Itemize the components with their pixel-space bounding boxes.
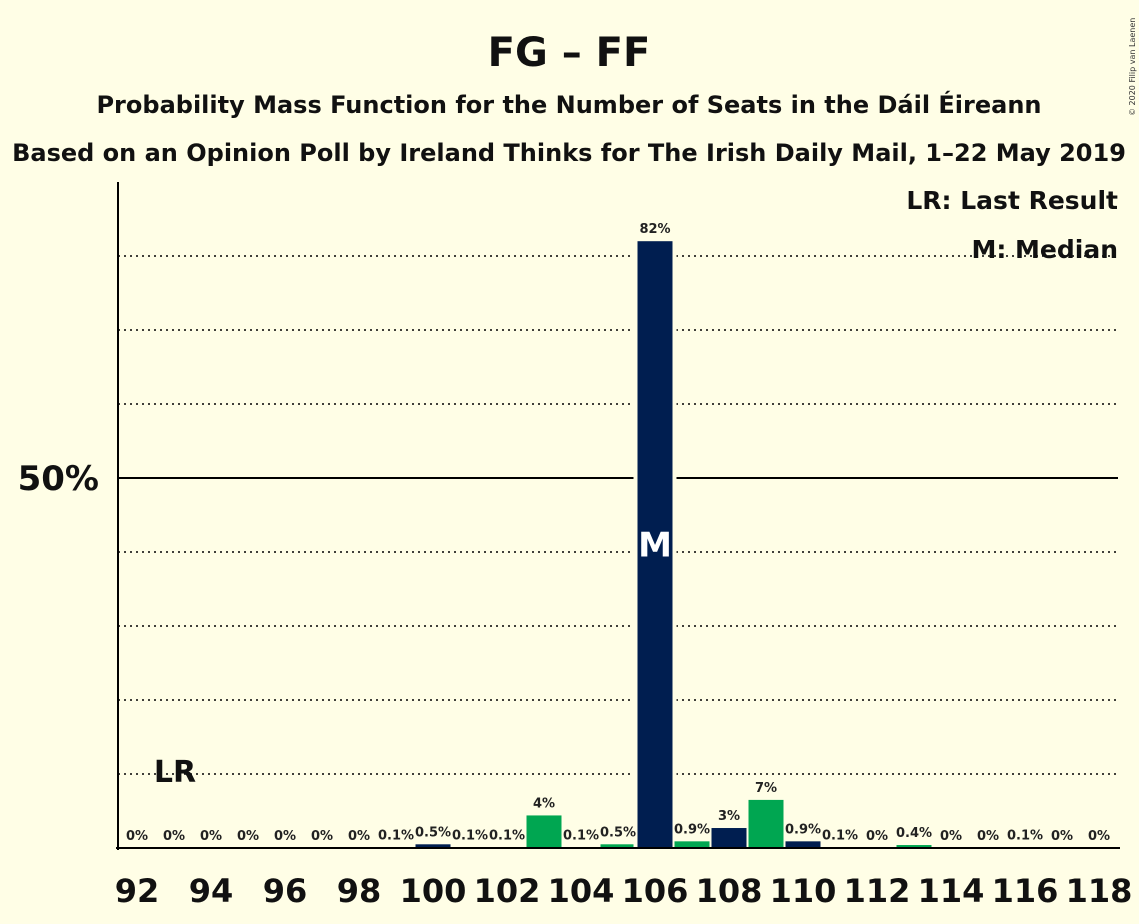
x-tick-92: 92 (115, 872, 160, 910)
value-label-95: 0% (237, 829, 259, 844)
value-label-112: 0% (866, 829, 888, 844)
value-label-116: 0.1% (1007, 828, 1043, 843)
value-label-107: 0.9% (674, 822, 710, 837)
value-label-105: 0.5% (600, 825, 636, 840)
value-labels: 0% 0% 0% 0% 0% 0% 0% 0.1% 0.5% 0.1% 0.1%4%0.1% 0.5%… (126, 222, 1110, 844)
chart-title: FG – FF (488, 30, 651, 76)
bar-seats-108 (711, 828, 747, 848)
value-label-106: 82% (639, 222, 670, 237)
x-tick-100: 100 (400, 872, 467, 910)
value-label-113: 0.4% (896, 826, 932, 841)
bar-seats-103 (526, 815, 562, 848)
value-label-108: 3% (718, 809, 740, 824)
value-label-96: 0% (274, 829, 296, 844)
value-label-110: 0.9% (785, 822, 821, 837)
x-tick-labels: 92 94 96 98 100 102 104 106 108 110 112 114 116 118 (115, 872, 1133, 910)
bar-seats-109 (748, 799, 784, 848)
value-label-111: 0.1% (822, 828, 858, 843)
gridlines (118, 255, 1118, 775)
value-label-98: 0% (348, 829, 370, 844)
x-tick-98: 98 (337, 872, 382, 910)
bar-seats-105 (600, 844, 636, 848)
bar-seats-107 (674, 841, 710, 848)
bar-seats-113 (896, 845, 932, 848)
value-label-115: 0% (977, 829, 999, 844)
x-tick-94: 94 (189, 872, 234, 910)
chart-subtitle: Probability Mass Function for the Number… (96, 90, 1041, 119)
value-label-94: 0% (200, 829, 222, 844)
value-label-109: 7% (755, 781, 777, 796)
value-label-101: 0.1% (452, 828, 488, 843)
x-tick-96: 96 (263, 872, 308, 910)
y-major-tick-label: 50% (18, 459, 99, 499)
bar-seats-106 (637, 241, 673, 848)
value-label-114: 0% (940, 829, 962, 844)
x-tick-114: 114 (918, 872, 985, 910)
x-tick-110: 110 (770, 872, 837, 910)
x-tick-104: 104 (548, 872, 615, 910)
x-tick-112: 112 (844, 872, 911, 910)
value-label-92: 0% (126, 829, 148, 844)
copyright-notice: © 2020 Filip van Laenen (1128, 18, 1137, 116)
value-label-93: 0% (163, 829, 185, 844)
chart-source: Based on an Opinion Poll by Ireland Thin… (12, 139, 1126, 167)
bar-seats-110 (785, 841, 821, 848)
median-marker: M (638, 526, 672, 566)
value-label-104: 0.1% (563, 828, 599, 843)
value-label-117: 0% (1051, 829, 1073, 844)
bar-seats-100 (415, 844, 451, 848)
legend-last-result: LR: Last Result (906, 186, 1118, 215)
x-tick-116: 116 (992, 872, 1059, 910)
value-label-103: 4% (533, 796, 555, 811)
value-label-118: 0% (1088, 829, 1110, 844)
last-result-marker: LR (154, 755, 196, 790)
x-tick-102: 102 (474, 872, 541, 910)
x-tick-106: 106 (622, 872, 689, 910)
x-tick-108: 108 (696, 872, 763, 910)
value-label-102: 0.1% (489, 828, 525, 843)
value-label-97: 0% (311, 829, 333, 844)
value-label-99: 0.1% (378, 828, 414, 843)
legend-median: M: Median (971, 235, 1118, 264)
value-label-100: 0.5% (415, 825, 451, 840)
x-tick-118: 118 (1066, 872, 1133, 910)
